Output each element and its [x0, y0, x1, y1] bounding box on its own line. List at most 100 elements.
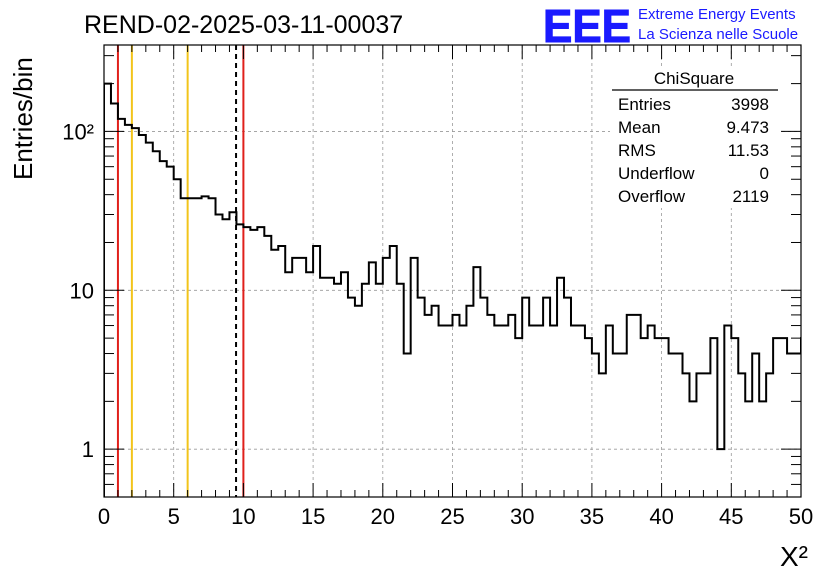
histogram-bin: [494, 326, 501, 497]
histogram-outline: [104, 82, 801, 497]
histogram-bin: [480, 298, 487, 497]
stats-row-label: Underflow: [618, 164, 695, 183]
histogram-bin: [250, 230, 257, 497]
logo-mark: EEE: [543, 0, 631, 52]
histogram-bin: [348, 298, 355, 497]
histogram-bin: [592, 354, 599, 497]
plot-frame: [103, 44, 802, 498]
histogram-bin: [411, 258, 418, 497]
x-tick-label: 25: [440, 504, 464, 529]
histogram-bin: [724, 326, 731, 497]
histogram-bin: [557, 278, 564, 497]
histogram-bin: [195, 198, 202, 497]
histogram-bin: [313, 246, 320, 497]
histogram-bin: [599, 373, 606, 497]
histogram-bin: [369, 262, 376, 497]
y-tick-label: 10²: [62, 119, 94, 144]
histogram-bin: [376, 284, 383, 497]
histogram-bin: [536, 326, 543, 497]
logo-line-2: La Scienza nelle Scuole: [638, 26, 798, 43]
stats-row-label: Entries: [618, 95, 671, 114]
histogram-bin: [306, 272, 313, 497]
histogram-bin: [585, 338, 592, 497]
histogram-bin: [752, 354, 759, 497]
histogram-bin: [446, 326, 453, 497]
histogram-bin: [606, 326, 613, 497]
histogram-bin: [320, 278, 327, 497]
histogram-bin: [397, 284, 404, 497]
x-tick-label: 35: [580, 504, 604, 529]
y-tick-labels: 1 10 10²: [62, 119, 94, 462]
grid-lines: [103, 45, 802, 497]
histogram-bin: [655, 338, 662, 497]
histogram-bin: [683, 373, 690, 497]
stats-row-value: 11.53: [728, 141, 769, 160]
axis-ticks: [103, 45, 802, 498]
histogram-bin: [243, 227, 250, 497]
histogram-bin: [710, 338, 717, 497]
histogram-bin: [404, 354, 411, 497]
histogram-bin: [160, 161, 167, 497]
histogram-bin: [578, 326, 585, 497]
reference-lines: [116, 45, 245, 497]
histogram-bin: [808, 338, 815, 497]
x-tick-label: 0: [98, 504, 110, 529]
histogram-bin: [327, 278, 334, 497]
histogram-bin: [146, 143, 153, 497]
x-tick-labels: 0 5 10 15 20 25 30 35 40 45 50: [98, 504, 813, 529]
x-tick-label: 40: [649, 504, 673, 529]
histogram-bin: [418, 298, 425, 497]
histogram-bin: [550, 326, 557, 497]
stats-row-label: Overflow: [618, 187, 686, 206]
histogram-bin: [271, 250, 278, 497]
histogram-bin: [731, 338, 738, 497]
histogram-bin: [453, 315, 460, 497]
x-tick-label: 30: [510, 504, 534, 529]
logo-line-1: Extreme Energy Events: [638, 6, 796, 23]
histogram-bin: [543, 298, 550, 497]
stats-row-value: 9.473: [726, 118, 769, 137]
histogram-bin: [459, 326, 466, 497]
histogram-bin: [508, 315, 515, 497]
histogram-bin: [222, 219, 229, 497]
histogram-bin: [278, 246, 285, 497]
histogram-bin: [641, 338, 648, 497]
histogram-bin: [264, 236, 271, 497]
histogram-bin: [390, 246, 397, 497]
histogram-bin: [620, 354, 627, 497]
histogram-bin: [522, 298, 529, 497]
histogram-bin: [432, 306, 439, 497]
histogram-bin: [466, 306, 473, 497]
chart-title: REND-02-2025-03-11-00037: [84, 11, 403, 39]
histogram-bin: [815, 354, 822, 497]
histogram-bin: [501, 326, 508, 497]
x-tick-label: 5: [168, 504, 180, 529]
histogram-bin: [613, 354, 620, 497]
histogram-bin: [285, 272, 292, 497]
stats-row-label: Mean: [618, 118, 661, 137]
x-tick-label: 10: [231, 504, 255, 529]
histogram-bin: [487, 315, 494, 497]
histogram-bin: [125, 125, 132, 497]
histogram-bin: [571, 326, 578, 497]
histogram-bin: [564, 298, 571, 497]
histogram-bin: [627, 315, 634, 497]
histogram-bin: [766, 373, 773, 497]
stats-title: ChiSquare: [654, 69, 734, 88]
histogram-bin: [634, 315, 641, 497]
x-tick-label: 20: [371, 504, 395, 529]
histogram-bin: [717, 449, 724, 497]
histogram-bin: [299, 258, 306, 497]
histogram-bin: [216, 215, 223, 497]
stats-row-value: 2119: [732, 187, 769, 206]
histogram-bin: [209, 198, 216, 497]
histogram-bin: [181, 198, 188, 497]
y-tick-label: 10: [70, 278, 94, 303]
histogram-bin: [334, 284, 341, 497]
x-axis-label: X²: [780, 541, 808, 572]
x-tick-label: 45: [719, 504, 743, 529]
histogram-bin: [662, 338, 669, 497]
histogram-bin: [439, 326, 446, 497]
histogram-bin: [829, 401, 836, 497]
